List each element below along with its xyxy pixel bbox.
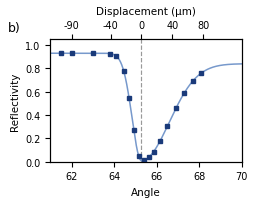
Text: b): b) [8, 22, 21, 35]
Y-axis label: Reflectivity: Reflectivity [10, 72, 20, 130]
X-axis label: Displacement (μm): Displacement (μm) [96, 7, 195, 17]
X-axis label: Angle: Angle [131, 187, 160, 197]
